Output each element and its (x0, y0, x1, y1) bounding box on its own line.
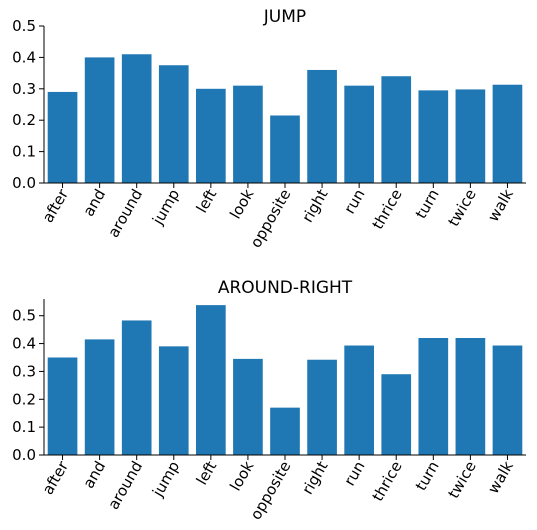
x-tick-label-look: look (226, 186, 257, 222)
bar-look (233, 85, 263, 183)
bar-walk (492, 84, 523, 183)
y-tick-label: 0.5 (12, 17, 36, 35)
bar-look (233, 358, 263, 455)
x-tick-label-and: and (79, 458, 109, 491)
y-tick-label: 0.0 (12, 174, 36, 192)
bar-jump (158, 346, 189, 455)
x-tick-label-thrice: thrice (369, 186, 406, 232)
bar-left (196, 88, 226, 183)
x-tick-label-left: left (193, 458, 221, 488)
bar-and (84, 339, 115, 455)
y-tick-label: 0.1 (12, 143, 36, 161)
x-tick-label-right: right (298, 458, 331, 498)
y-tick-label: 0.4 (12, 48, 36, 66)
bar-run (344, 345, 374, 455)
x-tick-label-after: after (39, 457, 73, 497)
bar-opposite (270, 407, 300, 455)
bar-opposite (270, 115, 300, 183)
bar-around (121, 320, 152, 455)
x-tick-label-turn: turn (412, 186, 443, 222)
y-tick-label: 0.1 (12, 418, 36, 436)
bar-thrice (381, 76, 412, 183)
bar-right (307, 69, 337, 183)
x-tick-label-walk: walk (484, 186, 517, 225)
bar-thrice (381, 374, 412, 455)
y-tick-label: 0.3 (12, 80, 36, 98)
x-tick-label-and: and (79, 186, 109, 219)
y-tick-label: 0.2 (12, 111, 36, 129)
x-tick-label-jump: jump (148, 458, 183, 501)
y-tick-label: 0.5 (12, 307, 36, 325)
x-tick-label-twice: twice (444, 186, 479, 229)
bar-left (196, 305, 226, 455)
x-tick-label-around: around (104, 186, 146, 241)
x-tick-label-twice: twice (444, 458, 479, 501)
bar-after (47, 357, 78, 455)
bar-and (84, 57, 115, 183)
y-tick-label: 0.4 (12, 335, 36, 353)
y-tick-label: 0.2 (12, 390, 36, 408)
x-tick-label-thrice: thrice (369, 458, 406, 504)
x-tick-label-left: left (193, 186, 221, 216)
y-tick-label: 0.0 (12, 446, 36, 464)
bar-run (344, 85, 374, 183)
bar-walk (492, 345, 523, 455)
x-tick-label-right: right (298, 186, 331, 226)
x-tick-label-turn: turn (412, 458, 443, 494)
bar-twice (455, 89, 486, 183)
bar-right (307, 359, 337, 455)
x-tick-label-after: after (39, 185, 73, 225)
chart-title: AROUND-RIGHT (218, 278, 353, 298)
bar-after (47, 91, 78, 183)
x-tick-label-jump: jump (148, 186, 183, 229)
chart-around-right: AROUND-RIGHT 0.0 0.1 0.2 0.3 0.4 0.5 after andar… (12, 278, 526, 523)
y-tick-label: 0.3 (12, 362, 36, 380)
bar-twice (455, 338, 486, 455)
bar-turn (418, 90, 449, 183)
x-tick-label-look: look (226, 458, 257, 494)
bar-turn (418, 338, 449, 455)
bar-jump (158, 65, 189, 183)
x-tick-label-around: around (104, 458, 146, 513)
chart-title: JUMP (263, 7, 306, 27)
bar-around (121, 54, 152, 184)
x-tick-label-run: run (340, 186, 368, 217)
x-tick-label-run: run (340, 458, 368, 489)
x-tick-label-walk: walk (484, 458, 517, 497)
